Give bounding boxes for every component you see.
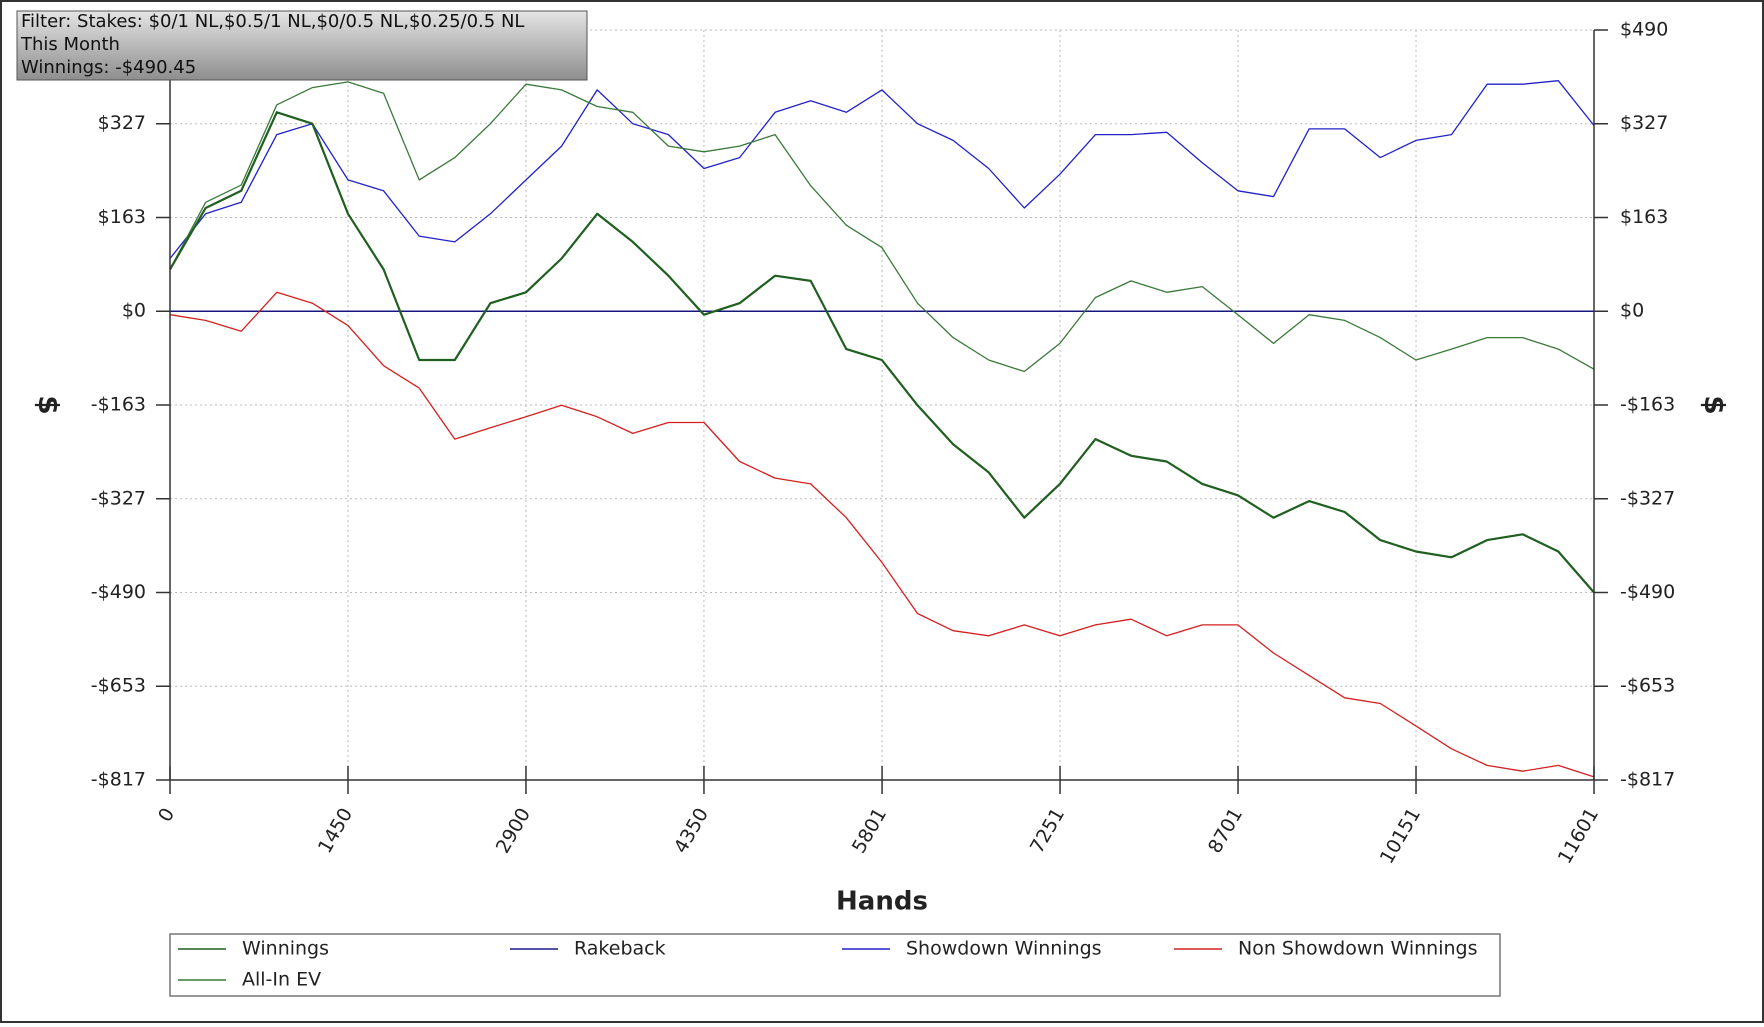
y-tick-label: -$490 bbox=[91, 581, 146, 603]
filter-line: Winnings: -$490.45 bbox=[21, 57, 196, 78]
y-tick-label: -$817 bbox=[91, 769, 146, 791]
y2-axis-label: $ bbox=[1698, 395, 1731, 414]
filter-line: Filter: Stakes: $0/1 NL,$0.5/1 NL,$0/0.5… bbox=[21, 11, 524, 32]
legend-label: Winnings bbox=[242, 938, 329, 960]
legend-box bbox=[169, 933, 1501, 997]
series-line bbox=[169, 80, 1595, 259]
y-tick-label: $163 bbox=[98, 206, 146, 228]
series-line bbox=[169, 291, 1595, 778]
y2-tick-label: $327 bbox=[1620, 112, 1668, 134]
y2-tick-label: $0 bbox=[1620, 300, 1644, 322]
x-axis-label: Hands bbox=[836, 887, 928, 917]
legend-label: All-In EV bbox=[242, 969, 321, 991]
y-axis-label: $ bbox=[32, 395, 65, 414]
legend: Winnings Rakeback Showdown Winnings Non Sho… bbox=[178, 938, 1478, 991]
series-line bbox=[169, 81, 1595, 373]
y2-tick-label: -$327 bbox=[1620, 487, 1675, 509]
filter-box bbox=[16, 10, 588, 81]
y2-tick-label: -$817 bbox=[1620, 769, 1675, 791]
y2-tick-label: -$490 bbox=[1620, 581, 1675, 603]
y-tick-label: -$653 bbox=[91, 675, 146, 697]
y-tick-label: $0 bbox=[122, 300, 146, 322]
y2-tick-label: -$653 bbox=[1620, 675, 1675, 697]
y2-tick-label: $490 bbox=[1620, 19, 1668, 41]
y-tick-label: $327 bbox=[98, 112, 146, 134]
legend-label: Rakeback bbox=[574, 938, 666, 960]
series-line bbox=[169, 111, 1595, 594]
y-tick-label: -$163 bbox=[91, 393, 146, 415]
y2-tick-label: -$163 bbox=[1620, 393, 1675, 415]
y-tick-label: -$327 bbox=[91, 487, 146, 509]
legend-label: Showdown Winnings bbox=[906, 938, 1102, 960]
plot-lines bbox=[169, 80, 1595, 778]
filter-line: This Month bbox=[20, 34, 120, 55]
legend-label: Non Showdown Winnings bbox=[1238, 938, 1478, 960]
y2-tick-label: $163 bbox=[1620, 206, 1668, 228]
